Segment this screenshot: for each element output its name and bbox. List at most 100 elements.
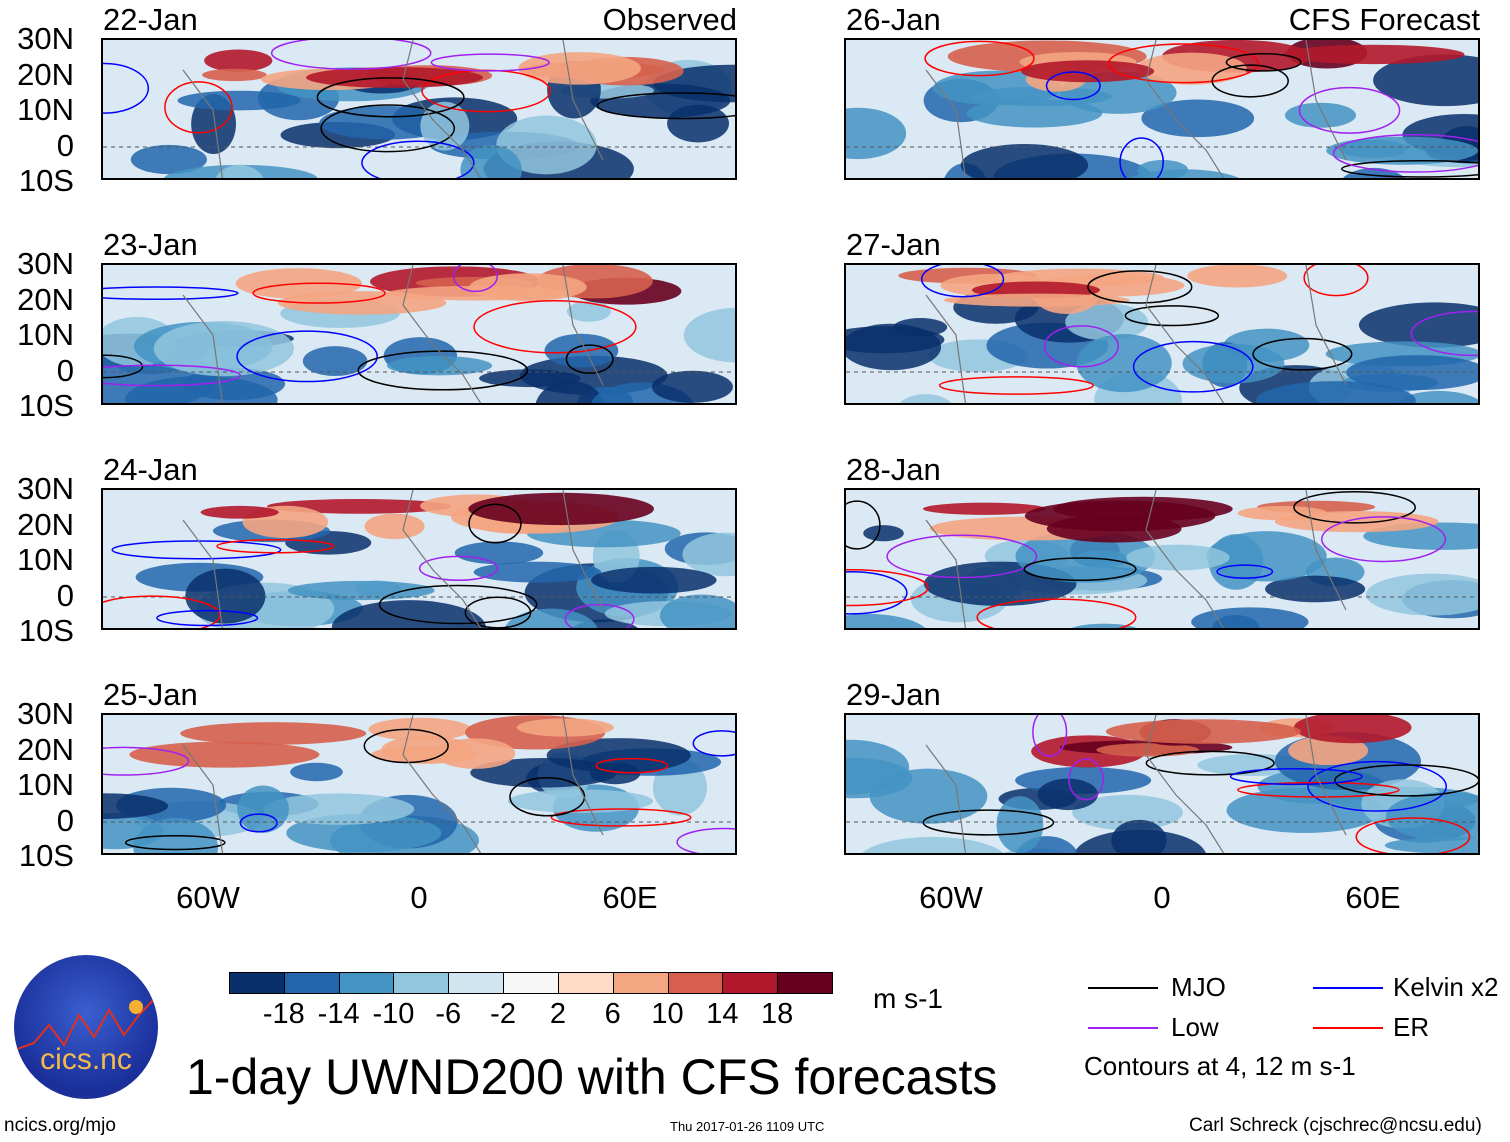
wind-anomaly-region: [869, 768, 988, 824]
wind-anomaly-region: [1187, 265, 1288, 288]
wind-anomaly-region: [1074, 829, 1206, 853]
wind-anomaly-region: [546, 738, 691, 773]
contour-line: [363, 728, 449, 764]
wind-anomaly-region: [1373, 54, 1478, 107]
wind-anomaly-region: [846, 613, 926, 628]
map-panel: [844, 263, 1480, 405]
colorbar-label: 6: [604, 998, 621, 1030]
legend-line-er: [1313, 1027, 1383, 1029]
wind-anomaly-region: [386, 356, 493, 376]
colorbar-label: 14: [706, 998, 739, 1030]
wind-anomaly-region: [1136, 52, 1247, 85]
contour-line: [564, 603, 635, 628]
latitude-label: 10N: [17, 542, 74, 577]
contour-line: [357, 350, 529, 391]
wind-anomaly-region: [518, 52, 641, 85]
wind-anomaly-region: [899, 394, 952, 403]
colorbar-bin: [612, 972, 669, 994]
contour-line: [846, 569, 929, 607]
wind-anomaly-region: [922, 177, 949, 178]
colorbar-bin: [283, 972, 340, 994]
panel-date: 25-Jan: [103, 677, 198, 712]
wind-anomaly-region: [287, 580, 435, 601]
contour-line: [920, 265, 1005, 298]
latitude-label: 0: [56, 577, 74, 613]
legend-label-mjo: MJO: [1171, 972, 1226, 1002]
latitude-label: 10S: [18, 163, 74, 198]
footer-url[interactable]: ncics.org/mjo: [4, 1115, 116, 1136]
latitude-label: 30N: [17, 246, 74, 281]
contour-line: [938, 376, 1094, 395]
colorbar-label: -2: [490, 998, 516, 1030]
wind-anomaly-region: [180, 722, 367, 745]
wind-anomaly-region: [922, 502, 1046, 515]
contour-line: [1332, 133, 1478, 173]
colorbar-bin: [777, 972, 833, 994]
contour-line: [361, 140, 475, 178]
contour-line: [1298, 86, 1401, 134]
contour-line: [452, 265, 499, 293]
wind-anomaly-region: [153, 321, 294, 377]
wind-anomaly-region: [846, 739, 910, 795]
latitude-label: 30N: [17, 471, 74, 506]
wind-anomaly-region: [454, 541, 544, 565]
wind-anomaly-region: [371, 745, 479, 764]
wind-anomaly-region: [1020, 60, 1155, 83]
cics-logo: cics.nc: [14, 955, 158, 1099]
wind-anomaly-region: [1282, 44, 1465, 65]
latitude-label: 10N: [17, 317, 74, 352]
latitude-label: 0: [56, 352, 74, 388]
wind-anomaly-region: [496, 115, 597, 175]
contour-line: [1119, 137, 1164, 178]
wind-anomaly-region: [215, 164, 264, 178]
wind-anomaly-region: [651, 370, 733, 403]
wind-anomaly-region: [1293, 715, 1412, 744]
wind-anomaly-region: [1037, 778, 1098, 811]
wind-anomaly-region: [200, 505, 279, 519]
latitude-label: 30N: [17, 696, 74, 731]
contour-line: [1045, 71, 1101, 101]
wind-anomaly-region: [1126, 544, 1230, 571]
colorbar-bin: [722, 972, 779, 994]
colorbar-label: -18: [262, 998, 305, 1030]
wind-anomaly-region: [893, 318, 948, 337]
wind-anomaly-region: [1072, 794, 1183, 831]
longitude-label: 60E: [602, 880, 658, 915]
colorbar-bin: [393, 972, 450, 994]
wind-anomaly-region: [290, 762, 343, 782]
wind-anomaly-region: [387, 285, 569, 301]
coastline: [182, 715, 604, 853]
contour-line: [1216, 564, 1274, 579]
contour-line: [1124, 305, 1220, 327]
wind-anomaly-region: [943, 293, 1130, 307]
wind-anomaly-region: [566, 301, 611, 322]
contour-line: [1132, 340, 1254, 393]
contour-line: [565, 344, 614, 374]
contour-line: [239, 813, 278, 833]
coastline: [925, 490, 1347, 628]
logo-text: cics.nc: [40, 1043, 132, 1076]
colorbar-label: -14: [317, 998, 360, 1030]
figure-title: 1-day UWND200 with CFS forecasts: [186, 1049, 998, 1105]
latitude-label: 30N: [17, 21, 74, 56]
contour-line: [595, 757, 669, 774]
wind-anomaly-region: [682, 532, 735, 577]
wind-anomaly-region: [1015, 530, 1156, 583]
wind-anomaly-region: [1385, 792, 1478, 841]
contour-line: [468, 503, 522, 544]
wind-anomaly-region: [1071, 623, 1138, 628]
contour-line: [103, 354, 144, 379]
contour-line: [1320, 516, 1447, 563]
contour-line: [418, 555, 499, 582]
wind-anomaly-region: [202, 68, 267, 82]
colorbar-bin: [338, 972, 395, 994]
contour-line: [676, 827, 735, 853]
contour-line: [846, 571, 908, 615]
contour-line: [1068, 758, 1104, 801]
contour-line: [1334, 764, 1478, 797]
colorbar-bin: [503, 972, 559, 994]
contour-line: [922, 809, 1055, 836]
panel-date: 23-Jan: [103, 227, 198, 262]
contour-line: [550, 808, 692, 827]
coastline: [925, 265, 1347, 403]
